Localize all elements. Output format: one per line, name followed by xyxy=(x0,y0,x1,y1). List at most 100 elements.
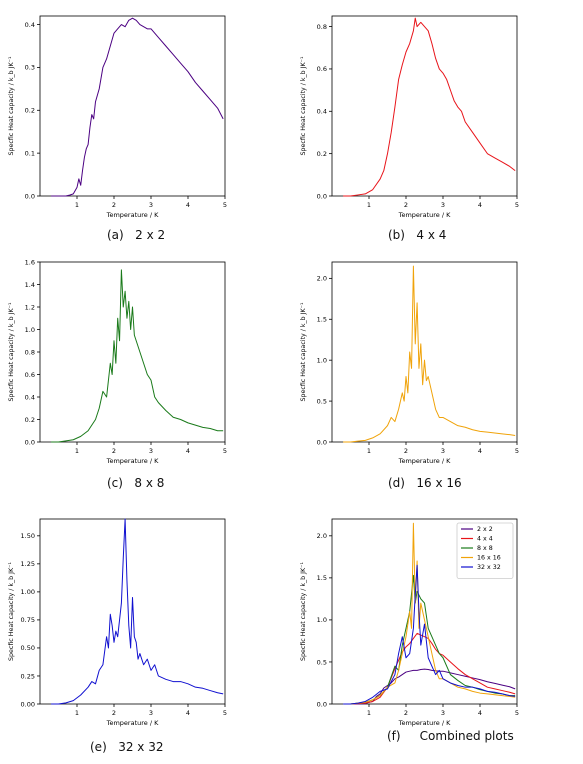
y-axis-label: Specfic Heat capacity / k_b JK⁻¹ xyxy=(300,56,307,156)
y-tick-label: 0.4 xyxy=(25,21,35,29)
chart-panel-b: 1 2 3 4 5 0.0 0.2 0.4 0.6 0.8 Temperature / K Specf… xyxy=(292,0,582,250)
x-tick-label: 1 xyxy=(75,447,79,455)
y-tick-label: 0.5 xyxy=(317,658,327,666)
caption-d: (d) 16 x 16 xyxy=(388,476,462,490)
plot-frame xyxy=(331,261,518,443)
y-tick-label: 1.0 xyxy=(317,616,327,624)
chart-c: 1 2 3 4 5 0.0 0.2 0.4 0.6 0.8 1.0 1.2 1.4 1.6 Temperat… xyxy=(8,258,227,465)
chart-panel-e: 1 2 3 4 5 0.00 0.25 0.50 0.75 1.00 1.25 1.50 Tempera… xyxy=(0,507,290,764)
x-tick-label: 3 xyxy=(441,447,445,455)
y-tick-label: 1.0 xyxy=(25,326,35,334)
x-tick-label: 1 xyxy=(75,201,79,209)
y-tick-label: 1.0 xyxy=(317,356,327,364)
series-line xyxy=(343,17,516,197)
y-axis-label: Specfic Heat capacity / k_b JK⁻¹ xyxy=(8,302,15,402)
x-tick-label: 1 xyxy=(367,201,371,209)
y-tick-label: 1.25 xyxy=(21,560,35,568)
legend-entry: 2 x 2 xyxy=(477,526,493,533)
y-tick-label: 0.2 xyxy=(317,150,327,158)
x-tick-label: 3 xyxy=(149,709,153,717)
series-line xyxy=(343,265,516,443)
series-line xyxy=(51,518,224,705)
y-tick-label: 0.5 xyxy=(317,397,327,405)
y-tick-label: 0.0 xyxy=(25,192,35,200)
series-line-16x16 xyxy=(343,522,516,705)
chart-panel-c: 1 2 3 4 5 0.0 0.2 0.4 0.6 0.8 1.0 1.2 1.4 1.6 Temperat… xyxy=(0,252,290,502)
series-line-4x4 xyxy=(343,632,516,705)
chart-f: 1 2 3 4 5 0.0 0.5 1.0 1.5 2.0 Temperature / K Specf… xyxy=(300,518,519,727)
caption-f: (f) Combined plots xyxy=(387,729,514,743)
chart-a: 1 2 3 4 5 0.0 0.1 0.2 0.3 0.4 Temperature / K Specf… xyxy=(8,15,227,219)
x-tick-label: 3 xyxy=(149,201,153,209)
x-tick-label: 4 xyxy=(478,447,482,455)
y-tick-label: 1.4 xyxy=(25,281,35,289)
y-tick-label: 1.00 xyxy=(21,588,35,596)
series-line xyxy=(51,17,224,197)
x-tick-label: 4 xyxy=(186,201,190,209)
x-tick-label: 2 xyxy=(404,447,408,455)
x-tick-label: 5 xyxy=(515,447,519,455)
plot-frame xyxy=(331,518,518,705)
x-tick-label: 3 xyxy=(441,709,445,717)
series-line-2x2 xyxy=(343,668,516,705)
x-tick-label: 1 xyxy=(75,709,79,717)
legend-entry: 16 x 16 xyxy=(477,555,501,562)
plot-frame xyxy=(39,15,226,197)
y-tick-label: 0.0 xyxy=(317,192,327,200)
caption-b: (b) 4 x 4 xyxy=(388,228,447,242)
y-tick-label: 1.5 xyxy=(317,574,327,582)
x-tick-label: 5 xyxy=(515,201,519,209)
y-tick-label: 0.4 xyxy=(25,393,35,401)
x-axis-label: Temperature / K xyxy=(106,211,159,219)
x-tick-label: 2 xyxy=(112,709,116,717)
y-tick-label: 0.8 xyxy=(25,348,35,356)
y-tick-label: 0.1 xyxy=(25,149,35,157)
x-tick-label: 3 xyxy=(441,201,445,209)
y-tick-label: 0.2 xyxy=(25,416,35,424)
chart-d: 1 2 3 4 5 0.0 0.5 1.0 1.5 2.0 Temperature / K Specf… xyxy=(300,261,519,465)
y-tick-label: 0.0 xyxy=(317,438,327,446)
x-tick-label: 5 xyxy=(223,201,227,209)
x-tick-label: 2 xyxy=(404,201,408,209)
x-tick-label: 4 xyxy=(478,709,482,717)
y-tick-label: 1.50 xyxy=(21,532,35,540)
plot-frame xyxy=(39,518,226,705)
chart-e: 1 2 3 4 5 0.00 0.25 0.50 0.75 1.00 1.25 1.50 Tempera… xyxy=(8,518,227,727)
x-axis-label: Temperature / K xyxy=(398,211,451,219)
x-axis-label: Temperature / K xyxy=(106,719,159,727)
x-tick-label: 3 xyxy=(149,447,153,455)
x-tick-label: 2 xyxy=(112,447,116,455)
x-axis-label: Temperature / K xyxy=(398,457,451,465)
y-axis-label: Specfic Heat capacity / k_b JK⁻¹ xyxy=(300,562,307,662)
x-tick-label: 5 xyxy=(223,709,227,717)
x-tick-label: 1 xyxy=(367,709,371,717)
y-tick-label: 0.8 xyxy=(317,23,327,31)
x-tick-label: 2 xyxy=(404,709,408,717)
y-tick-label: 0.2 xyxy=(25,107,35,115)
y-tick-label: 0.6 xyxy=(25,371,35,379)
y-tick-label: 0.3 xyxy=(25,64,35,72)
x-tick-label: 1 xyxy=(367,447,371,455)
plot-frame xyxy=(331,15,518,197)
y-tick-label: 0.75 xyxy=(21,616,35,624)
y-axis-label: Specfic Heat capacity / k_b JK⁻¹ xyxy=(300,302,307,402)
x-tick-label: 4 xyxy=(478,201,482,209)
caption-a: (a) 2 x 2 xyxy=(107,228,166,242)
y-tick-label: 2.0 xyxy=(317,275,327,283)
y-tick-label: 0.50 xyxy=(21,644,35,652)
y-tick-label: 0.25 xyxy=(21,672,35,680)
y-tick-label: 0.6 xyxy=(317,65,327,73)
legend-entry: 8 x 8 xyxy=(477,545,493,552)
y-tick-label: 0.00 xyxy=(21,700,35,708)
plot-frame xyxy=(39,261,226,443)
y-tick-label: 1.2 xyxy=(25,303,35,311)
x-tick-label: 2 xyxy=(112,201,116,209)
caption-e: (e) 32 x 32 xyxy=(90,740,164,754)
x-tick-label: 5 xyxy=(515,709,519,717)
chart-panel-d: 1 2 3 4 5 0.0 0.5 1.0 1.5 2.0 Temperature / K Specf… xyxy=(292,252,582,502)
y-tick-label: 0.0 xyxy=(317,700,327,708)
chart-panel-f: 1 2 3 4 5 0.0 0.5 1.0 1.5 2.0 Temperature / K Specf… xyxy=(292,507,582,764)
y-axis-label: Specfic Heat capacity / k_b JK⁻¹ xyxy=(8,562,15,662)
y-tick-label: 0.0 xyxy=(25,438,35,446)
x-axis-label: Temperature / K xyxy=(398,719,451,727)
